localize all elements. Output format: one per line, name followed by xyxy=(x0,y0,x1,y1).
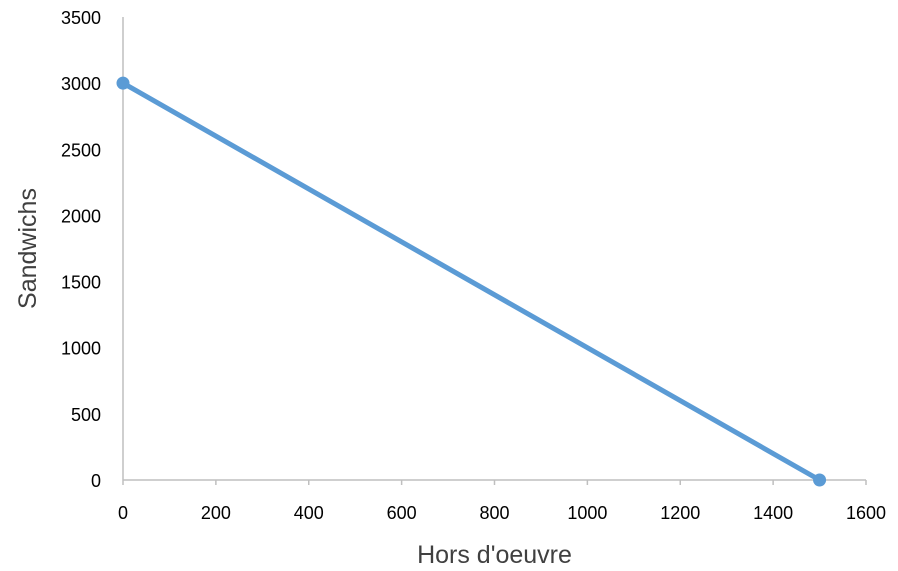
y-axis-title: Sandwichs xyxy=(14,188,42,309)
x-tick-label: 1400 xyxy=(753,503,793,523)
y-tick-label: 1500 xyxy=(61,273,101,293)
y-tick-label: 0 xyxy=(91,471,101,491)
x-tick-label: 0 xyxy=(118,503,128,523)
y-tick-label: 2000 xyxy=(61,206,101,226)
x-tick-label: 400 xyxy=(294,503,324,523)
x-tick-label: 1200 xyxy=(660,503,700,523)
y-tick-label: 500 xyxy=(71,405,101,425)
x-tick-label: 800 xyxy=(479,503,509,523)
x-tick-label: 600 xyxy=(387,503,417,523)
x-axis-title: Hors d'oeuvre xyxy=(417,541,572,569)
y-tick-label: 2500 xyxy=(61,140,101,160)
y-tick-label: 3500 xyxy=(61,8,101,28)
x-tick-label: 1000 xyxy=(567,503,607,523)
y-tick-label: 3000 xyxy=(61,74,101,94)
series-line xyxy=(120,80,823,483)
y-axis: 0 500 1000 1500 2000 2500 3000 3500 xyxy=(61,8,124,491)
data-point-marker xyxy=(813,473,827,487)
x-axis: 0 200 400 600 800 1000 1200 1400 1600 xyxy=(118,479,886,523)
y-tick-label: 1000 xyxy=(61,339,101,359)
data-point-marker xyxy=(116,76,130,90)
x-tick-label: 1600 xyxy=(846,503,886,523)
x-tick-label: 200 xyxy=(201,503,231,523)
series-layer xyxy=(116,76,827,487)
